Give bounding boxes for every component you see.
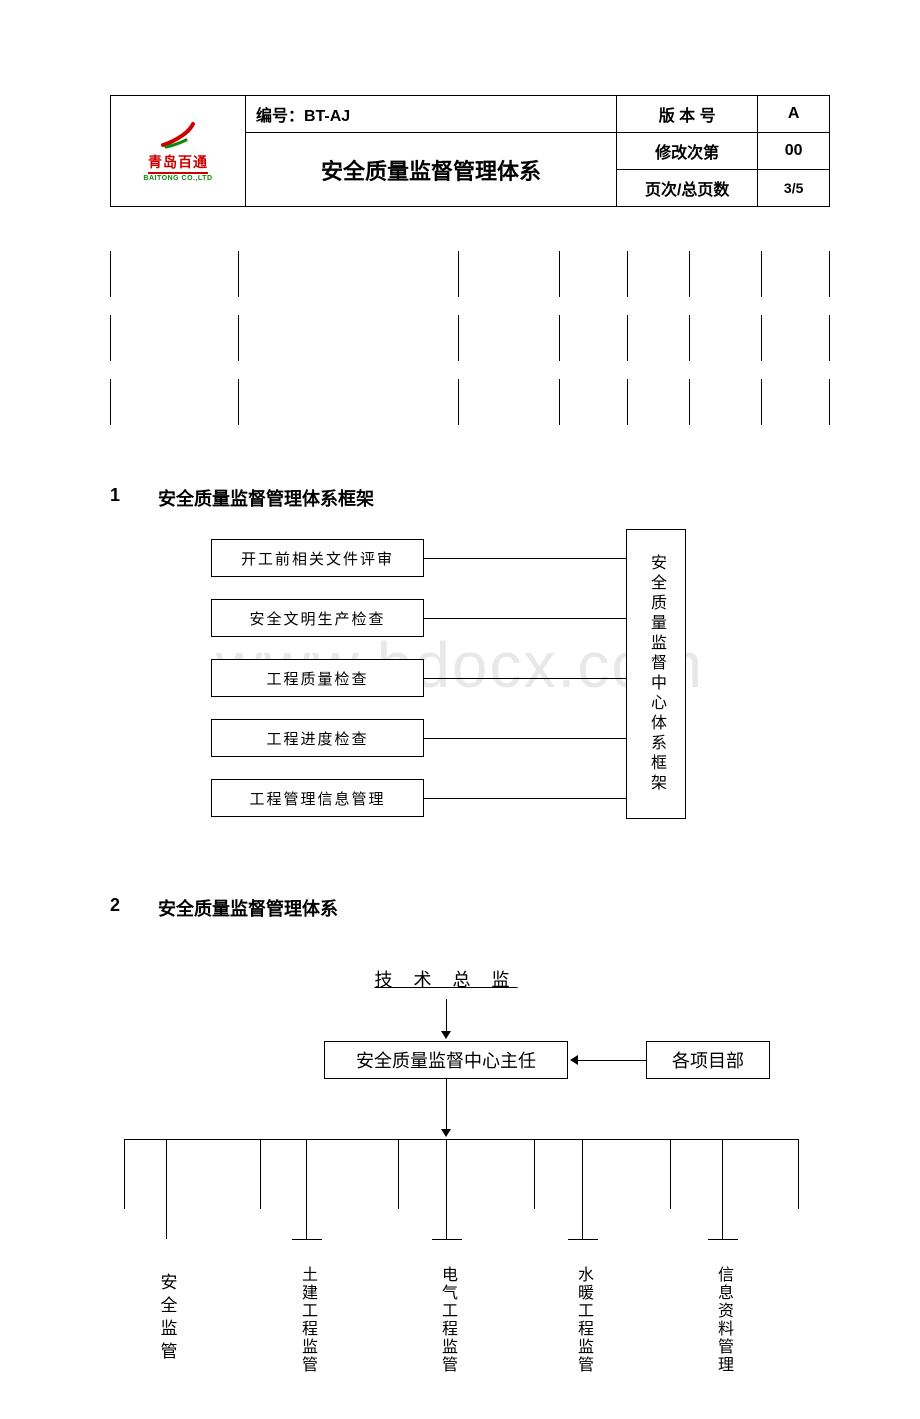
arrow-down-icon xyxy=(441,1031,451,1039)
org-middle-box: 安全质量监督中心主任 xyxy=(324,1041,568,1079)
connector-line xyxy=(260,1139,261,1209)
connector-line xyxy=(722,1139,723,1239)
connector-line xyxy=(166,1139,167,1239)
connector-line xyxy=(424,558,626,559)
section-2-number: 2 xyxy=(110,895,120,921)
page-value: 3/5 xyxy=(758,170,830,207)
connector-line xyxy=(124,1139,125,1209)
arrow-down-icon xyxy=(441,1129,451,1137)
empty-grid xyxy=(110,251,830,425)
org-bottom-box: 电气工程监管 xyxy=(432,1239,462,1399)
framework-box: 安全文明生产检查 xyxy=(211,599,424,637)
framework-box: 工程管理信息管理 xyxy=(211,779,424,817)
section-1-title: 安全质量监督管理体系框架 xyxy=(158,485,374,511)
connector-line xyxy=(424,618,626,619)
connector-line xyxy=(446,1079,447,1131)
connector-line xyxy=(534,1139,535,1209)
connector-line xyxy=(124,1139,798,1140)
org-bottom-box: 安全监管 xyxy=(152,1239,182,1399)
section-2-title: 安全质量监督管理体系 xyxy=(158,895,338,921)
connector-line xyxy=(424,798,626,799)
logo-cell: 青岛百通 BAITONG CO.,LTD xyxy=(111,96,246,207)
framework-right-box: 安全质量监督中心体系框架 xyxy=(626,529,686,819)
main-title: 安全质量监督管理体系 xyxy=(245,133,616,207)
page: 青岛百通 BAITONG CO.,LTD 编号：BT-AJ 版 本 号 A 安全… xyxy=(110,95,830,1419)
connector-line xyxy=(670,1139,671,1209)
connector-line xyxy=(446,1139,447,1239)
header-table: 青岛百通 BAITONG CO.,LTD 编号：BT-AJ 版 本 号 A 安全… xyxy=(110,95,830,207)
framework-box: 工程质量检查 xyxy=(211,659,424,697)
doc-number: 编号：BT-AJ xyxy=(245,96,616,133)
version-value: A xyxy=(758,96,830,133)
connector-line xyxy=(424,678,626,679)
company-logo: 青岛百通 BAITONG CO.,LTD xyxy=(119,120,237,182)
org-bottom-box: 信息资料管理 xyxy=(708,1239,738,1399)
connector-line xyxy=(798,1139,799,1209)
org-top-box: 技 术 总 监 xyxy=(310,959,582,999)
logo-icon xyxy=(158,120,198,150)
section-1-heading: 1 安全质量监督管理体系框架 xyxy=(110,485,830,511)
version-label: 版 本 号 xyxy=(617,96,758,133)
connector-line xyxy=(582,1139,583,1239)
org-right-box: 各项目部 xyxy=(646,1041,770,1079)
org-bottom-box: 土建工程监管 xyxy=(292,1239,322,1399)
framework-box: 开工前相关文件评审 xyxy=(211,539,424,577)
logo-text-cn: 青岛百通 xyxy=(148,152,208,174)
connector-line xyxy=(578,1060,646,1061)
framework-box: 工程进度检查 xyxy=(211,719,424,757)
revision-label: 修改次第 xyxy=(617,133,758,170)
logo-text-en: BAITONG CO.,LTD xyxy=(143,175,212,182)
org-chart: 技 术 总 监 安全质量监督中心主任 各项目部 xyxy=(110,949,830,1419)
connector-line xyxy=(398,1139,399,1209)
connector-line xyxy=(306,1139,307,1239)
page-label: 页次/总页数 xyxy=(617,170,758,207)
section-1: 1 安全质量监督管理体系框架 开工前相关文件评审 安全文明生产检查 工程质量检查… xyxy=(110,485,830,835)
revision-value: 00 xyxy=(758,133,830,170)
section-1-number: 1 xyxy=(110,485,120,511)
section-2: 2 安全质量监督管理体系 技 术 总 监 安全质量监督中心主任 各项目部 xyxy=(110,895,830,1419)
framework-diagram: 开工前相关文件评审 安全文明生产检查 工程质量检查 工程进度检查 工程管理信息管… xyxy=(110,535,830,835)
arrow-left-icon xyxy=(570,1055,578,1065)
section-2-heading: 2 安全质量监督管理体系 xyxy=(110,895,830,921)
connector-line xyxy=(446,999,447,1033)
org-bottom-box: 水暖工程监管 xyxy=(568,1239,598,1399)
connector-line xyxy=(424,738,626,739)
